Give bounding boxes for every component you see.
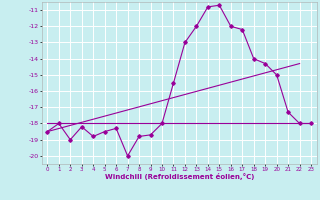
X-axis label: Windchill (Refroidissement éolien,°C): Windchill (Refroidissement éolien,°C) [105,173,254,180]
